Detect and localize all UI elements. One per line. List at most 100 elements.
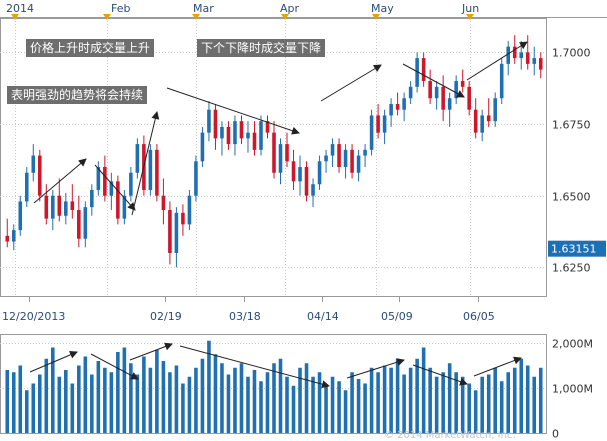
trend-arrow	[179, 345, 330, 389]
volume-bar	[233, 367, 237, 433]
candle-body	[454, 81, 458, 99]
candle-body	[213, 109, 218, 139]
candle-body	[382, 115, 387, 133]
candle-body	[447, 98, 452, 110]
candle-body	[148, 149, 153, 190]
volume-bar	[129, 363, 133, 433]
trend-arrow	[466, 41, 528, 81]
candle-body	[402, 98, 406, 110]
volume-bar	[460, 376, 465, 433]
trend-arrows	[29, 41, 528, 389]
candle-body	[155, 149, 159, 196]
volume-bar	[415, 358, 419, 433]
candle-body	[31, 155, 36, 173]
volume-bar	[155, 349, 159, 433]
candle-body	[44, 195, 49, 219]
candle	[174, 207, 179, 268]
price-tick-label: 1.6750	[552, 119, 591, 132]
volume-bar	[486, 374, 491, 433]
volume-bar	[408, 367, 413, 433]
volume-bar	[148, 367, 153, 433]
candle	[265, 115, 270, 139]
candle-body	[252, 132, 257, 150]
volume-bar	[116, 352, 120, 433]
candle-body	[194, 161, 198, 196]
candle	[239, 115, 244, 145]
candle	[252, 121, 257, 156]
candle	[499, 58, 504, 104]
candle	[532, 46, 537, 76]
candle	[447, 92, 452, 127]
candle	[24, 167, 29, 208]
candle-body	[311, 184, 315, 196]
candle	[525, 35, 530, 70]
volume-bar	[37, 374, 42, 433]
candle	[324, 149, 328, 173]
candle	[337, 138, 341, 173]
candle	[382, 109, 387, 145]
volume-bar	[142, 356, 146, 433]
candle-body	[239, 121, 244, 139]
candle	[96, 161, 101, 196]
volume-bar	[493, 367, 497, 433]
candle-body	[259, 121, 263, 150]
volume-bar	[239, 363, 244, 433]
candle-body	[499, 63, 504, 99]
candle-body	[408, 86, 413, 99]
candle-body	[506, 46, 511, 64]
candle-body	[18, 201, 23, 231]
price-tick-label: 1.6250	[552, 262, 591, 275]
candle-body	[441, 86, 445, 110]
candle	[129, 167, 133, 202]
volume-bar	[96, 361, 101, 433]
volume-bar	[434, 376, 439, 433]
candle	[493, 92, 497, 127]
volume-bar	[343, 390, 348, 433]
trend-arrow	[29, 351, 78, 373]
candle-body	[519, 52, 524, 59]
candle	[226, 121, 231, 150]
candle-body	[57, 195, 62, 216]
candle-body	[421, 58, 426, 82]
candle-body	[226, 126, 231, 145]
month-label: Apr	[280, 2, 300, 15]
volume-bar	[31, 383, 36, 433]
volume-bar	[402, 374, 406, 433]
month-label: Jun	[461, 2, 479, 15]
candle	[70, 184, 75, 219]
month-marker-icon	[281, 14, 289, 20]
trend-arrow	[166, 87, 300, 135]
volume-bar	[11, 372, 16, 433]
candle-body	[304, 167, 309, 196]
candle-body	[532, 58, 537, 64]
trend-arrow	[402, 63, 465, 98]
candle	[57, 178, 62, 222]
month-marker-icon	[192, 14, 200, 20]
candle	[161, 178, 166, 225]
candle-body	[415, 58, 419, 87]
volume-bar	[369, 367, 374, 433]
current-price-box	[548, 240, 606, 257]
candle-body	[168, 210, 172, 254]
candle-body	[285, 144, 289, 162]
volume-panel	[0, 334, 547, 434]
current-price-label: 1.63151	[551, 243, 597, 256]
candle-body	[109, 181, 114, 196]
date-label: 12/20/2013	[2, 310, 65, 323]
candle	[272, 121, 276, 179]
month-marker-icon	[103, 14, 111, 20]
candle-body	[525, 52, 530, 64]
candle	[441, 75, 445, 122]
trend-arrow	[90, 353, 139, 380]
volume-bar	[83, 356, 88, 433]
candle-body	[493, 98, 497, 122]
volume-bar	[109, 372, 114, 433]
candle-body	[187, 195, 192, 225]
month-label: Feb	[111, 2, 130, 15]
candle-body	[350, 149, 354, 173]
candle	[213, 103, 218, 150]
date-label: 04/14	[307, 310, 339, 323]
candle	[506, 40, 511, 76]
candle	[18, 195, 23, 236]
candle	[31, 144, 36, 182]
